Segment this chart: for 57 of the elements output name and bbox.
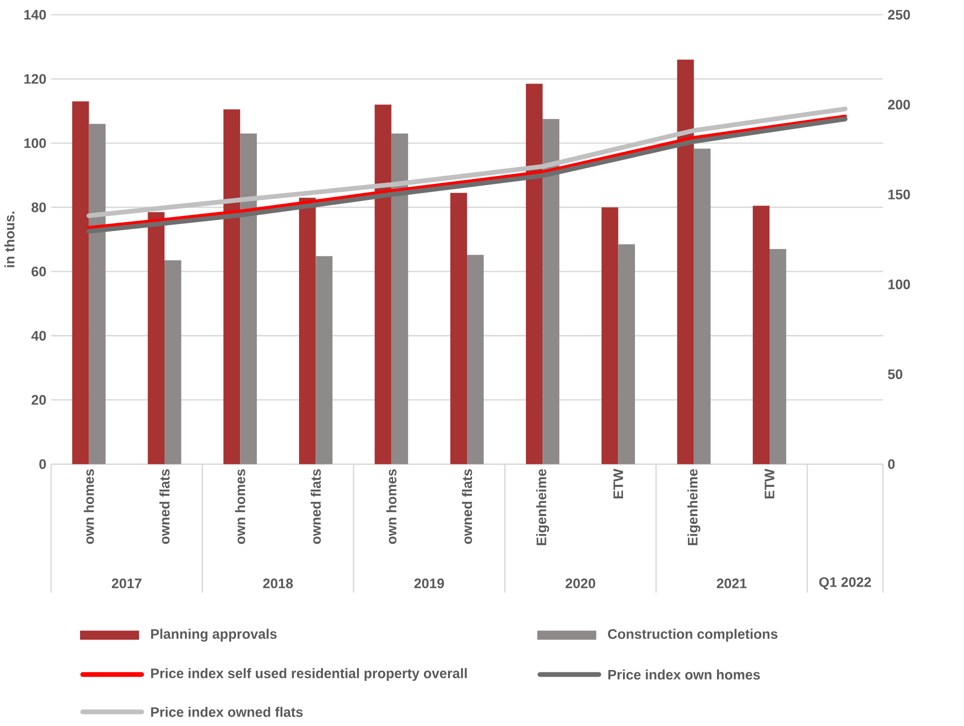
y-tick-label: 0 [39,459,46,470]
text: 2021 [716,578,747,588]
y2-tick-label: 100 [888,280,910,290]
text: 2018 [263,578,293,588]
y-tick-label: 120 [24,74,46,84]
x-tick-label: owned flats [310,469,321,544]
text: 2020 [566,578,596,588]
y2-tick-label: 0 [888,459,895,470]
y2-tick-label: 200 [888,100,910,110]
y2-tick-label: 250 [888,10,910,20]
text: 2017 [112,578,142,588]
bar [88,124,106,464]
bar [223,110,240,464]
y2-tick-label: 150 [888,190,910,200]
bar [467,254,484,464]
bar [450,193,467,464]
y-tick-label: 140 [24,10,46,20]
text: Q1 2022 [819,577,871,590]
bar [72,102,89,464]
bar [316,256,332,464]
y-tick-label: 60 [32,266,46,277]
bar [752,206,770,464]
y-tick-label: 40 [31,331,46,341]
text: 2019 [414,578,444,588]
bar [299,198,316,464]
bar [602,207,618,464]
bar [374,104,392,464]
line-series [86,106,848,218]
bar [694,148,711,464]
x-tick-label: Eigenheime [536,469,550,546]
legend-label: Price index own homes [608,670,760,680]
legend-label: Construction completions [608,628,778,642]
y-tick-label: 80 [32,202,46,212]
bar [618,244,635,464]
bar [164,260,182,464]
x-tick-label: own homes [386,469,396,544]
x-tick-label: own homes [84,469,94,544]
x-tick-label: ETW [614,468,623,499]
x-tick-label: ETW [764,468,774,499]
bar [769,249,786,464]
bar [542,119,560,464]
y-tick-label: 100 [24,138,46,148]
y-tick-label: 20 [32,395,46,405]
y2-tick-label: 50 [888,370,902,380]
x-tick-label: Eigenheime [687,469,700,546]
legend-label: Price index self used residential property overall [151,668,467,682]
y-axis-title: in thous. [4,212,14,268]
bar [391,134,408,464]
bar [677,60,694,464]
bar [148,212,165,464]
bar [526,84,543,464]
bar [240,134,257,464]
x-tick-label: own homes [235,469,246,544]
x-tick-label: owned flats [462,469,472,544]
legend-label: Price index owned flats [151,706,303,718]
legend-label: Planning approvals [151,628,277,642]
x-tick-label: owned flats [159,469,170,544]
